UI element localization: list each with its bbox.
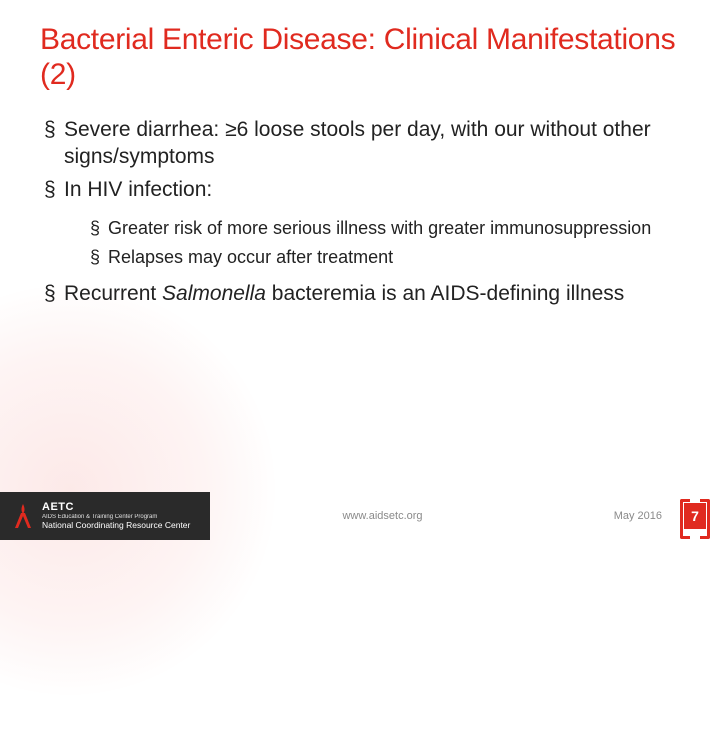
bullet-text-pre: Recurrent bbox=[64, 282, 162, 305]
footer-date: May 2016 bbox=[614, 510, 662, 522]
bullet-text-italic: Salmonella bbox=[162, 282, 266, 305]
page-number-badge: 7 bbox=[680, 499, 710, 533]
sub-bullet-item: Greater risk of more serious illness wit… bbox=[90, 217, 680, 240]
sub-bullet-item: Relapses may occur after treatment bbox=[90, 246, 680, 269]
logo-line2: AIDS Education & Training Center Program bbox=[42, 514, 190, 521]
bullet-text: In HIV infection: bbox=[64, 178, 212, 201]
bullet-item: In HIV infection: Greater risk of more s… bbox=[44, 177, 680, 270]
slide-container: Bacterial Enteric Disease: Clinical Mani… bbox=[0, 0, 720, 540]
bullet-text-post: bacteremia is an AIDS-defining illness bbox=[266, 282, 624, 305]
footer-right: May 2016 7 bbox=[555, 499, 720, 533]
footer-logo-block: AETC AIDS Education & Training Center Pr… bbox=[0, 492, 210, 540]
sub-bullet-list: Greater risk of more serious illness wit… bbox=[64, 217, 680, 269]
footer-url: www.aidsetc.org bbox=[210, 510, 555, 522]
sub-bullet-text: Greater risk of more serious illness wit… bbox=[108, 218, 651, 238]
bullet-item: Recurrent Salmonella bacteremia is an AI… bbox=[44, 281, 680, 308]
bullet-text: Severe diarrhea: ≥6 loose stools per day… bbox=[64, 118, 651, 168]
bullet-list: Severe diarrhea: ≥6 loose stools per day… bbox=[40, 117, 680, 309]
slide-title: Bacterial Enteric Disease: Clinical Mani… bbox=[40, 22, 680, 93]
bullet-item: Severe diarrhea: ≥6 loose stools per day… bbox=[44, 117, 680, 171]
logo-text: AETC AIDS Education & Training Center Pr… bbox=[42, 501, 190, 530]
logo-line1: AETC bbox=[42, 501, 190, 514]
page-number: 7 bbox=[691, 508, 699, 524]
footer: AETC AIDS Education & Training Center Pr… bbox=[0, 492, 720, 540]
sub-bullet-text: Relapses may occur after treatment bbox=[108, 247, 393, 267]
ribbon-icon bbox=[12, 502, 34, 530]
logo-line3: National Coordinating Resource Center bbox=[42, 521, 190, 531]
